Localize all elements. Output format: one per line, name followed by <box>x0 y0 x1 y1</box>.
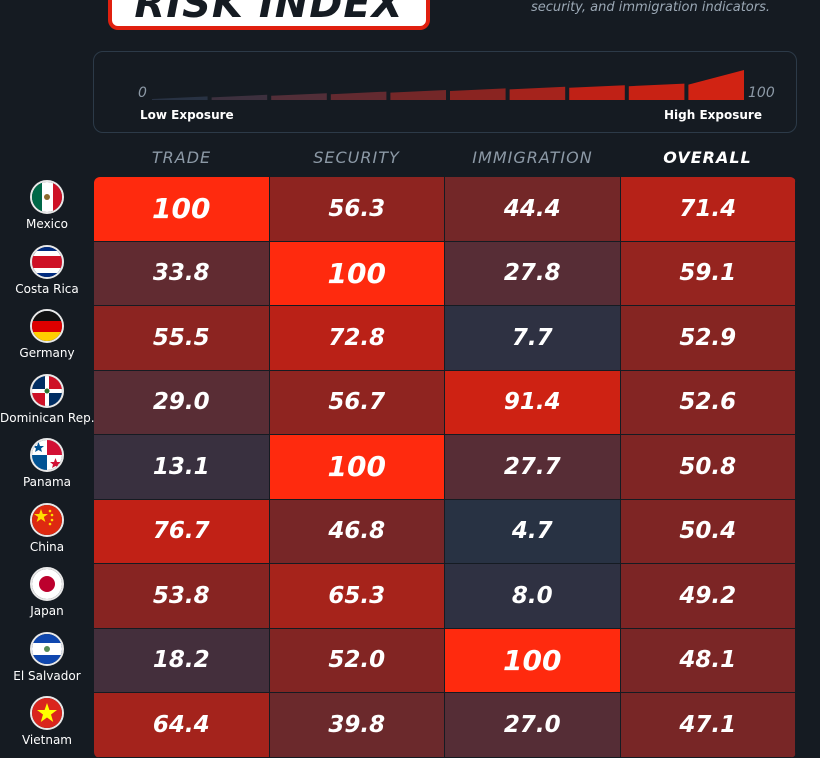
china-flag-icon <box>30 502 64 537</box>
heatmap-cell-security: 39.8 <box>269 693 445 758</box>
table-row: 18.2 52.0 100 48.1 <box>94 628 796 693</box>
mexico-flag-icon <box>30 180 64 214</box>
title-banner: RISK INDEX <box>108 0 430 30</box>
heatmap-cell-trade: 13.1 <box>94 435 270 500</box>
country-label: Japan <box>0 567 94 618</box>
country-label: Germany <box>0 309 94 360</box>
heatmap-cell-trade: 76.7 <box>94 499 270 564</box>
country-name: Japan <box>30 604 64 618</box>
heatmap-cell-security: 100 <box>269 435 445 500</box>
legend-high-label: High Exposure <box>664 108 762 122</box>
legend-segment <box>390 90 446 100</box>
heatmap-cell-security: 46.8 <box>269 499 445 564</box>
table-row: 13.1 100 27.7 50.8 <box>94 435 796 500</box>
vietnam-flag-icon <box>30 696 64 730</box>
heatmap-cell-immigration: 4.7 <box>445 499 621 564</box>
heatmap-cell-security: 56.7 <box>269 370 445 435</box>
heatmap-cell-security: 100 <box>269 241 445 306</box>
el-salvador-flag-icon <box>30 631 64 666</box>
color-scale-legend: 0 100 Low Exposure High Exposure <box>93 51 797 133</box>
country-label: China <box>0 502 94 554</box>
heatmap-cell-immigration: 91.4 <box>445 370 621 435</box>
legend-min-value: 0 <box>138 85 147 101</box>
heatmap-cell-overall: 47.1 <box>620 693 796 758</box>
heatmap-cell-immigration: 27.8 <box>445 241 621 306</box>
table-row: 53.8 65.3 8.0 49.2 <box>94 564 796 629</box>
legend-segment <box>271 93 327 100</box>
heatmap-cell-trade: 18.2 <box>94 628 270 693</box>
heatmap-cell-immigration: 7.7 <box>445 306 621 371</box>
country-name: Panama <box>22 475 72 489</box>
dominican-republic-flag-icon <box>30 373 64 408</box>
panama-flag-icon <box>30 438 64 472</box>
table-row: 100 56.3 44.4 71.4 <box>94 177 796 242</box>
column-header-immigration: IMMIGRATION <box>472 148 593 167</box>
heatmap-cell-overall: 49.2 <box>620 564 796 629</box>
legend-segment <box>628 83 685 100</box>
legend-segment <box>152 96 208 100</box>
heatmap-cell-immigration: 27.7 <box>445 435 621 500</box>
heatmap-cell-immigration: 100 <box>445 628 621 693</box>
legend-max-value: 100 <box>748 85 775 101</box>
legend-segment <box>450 88 506 100</box>
page-subtitle: security, and immigration indicators. <box>530 0 770 15</box>
germany-flag-icon <box>30 309 64 343</box>
country-name: Mexico <box>26 217 68 231</box>
heatmap-cell-security: 72.8 <box>269 306 445 371</box>
table-row: 33.8 100 27.8 59.1 <box>94 241 796 306</box>
country-name: Vietnam <box>21 733 72 747</box>
legend-ramp <box>152 70 744 100</box>
heatmap-cell-trade: 53.8 <box>94 564 270 629</box>
legend-segment <box>688 70 744 100</box>
japan-flag-icon <box>30 567 64 601</box>
country-name: Germany <box>19 346 75 360</box>
heatmap-cell-trade: 55.5 <box>94 306 270 371</box>
country-label: Mexico <box>0 180 94 231</box>
heatmap-cell-trade: 29.0 <box>94 370 270 435</box>
country-label: Costa Rica <box>0 244 94 296</box>
table-row: 55.5 72.8 7.7 52.9 <box>94 306 796 371</box>
legend-segment <box>330 91 387 100</box>
legend-low-label: Low Exposure <box>140 108 234 122</box>
column-header-overall: OVERALL <box>663 148 752 167</box>
heatmap-grid: 100 56.3 44.4 71.4 33.8 100 27.8 59.1 55.5 72.8 7.… <box>94 177 796 758</box>
table-row: 76.7 46.8 4.7 50.4 <box>94 499 796 564</box>
country-label: Vietnam <box>0 696 94 747</box>
country-name: Costa Rica <box>15 281 79 296</box>
legend-segment <box>509 86 566 100</box>
heatmap-cell-security: 65.3 <box>269 564 445 629</box>
heatmap-cell-security: 56.3 <box>269 177 445 242</box>
heatmap-cell-overall: 48.1 <box>620 628 796 693</box>
heatmap-cell-trade: 33.8 <box>94 241 270 306</box>
heatmap-cell-overall: 50.8 <box>620 435 796 500</box>
heatmap-cell-immigration: 8.0 <box>445 564 621 629</box>
table-row: 29.0 56.7 91.4 52.6 <box>94 370 796 435</box>
heatmap-cell-trade: 64.4 <box>94 693 270 758</box>
heatmap-cell-trade: 100 <box>94 177 270 242</box>
column-header-trade: TRADE <box>151 148 212 167</box>
country-label: El Salvador <box>0 631 94 683</box>
heatmap-cell-overall: 52.9 <box>620 306 796 371</box>
heatmap-cell-overall: 71.4 <box>620 177 796 242</box>
page-title: RISK INDEX <box>134 0 404 27</box>
country-name: Dominican Rep. <box>0 410 95 425</box>
heatmap-cell-security: 52.0 <box>269 628 445 693</box>
heatmap-cell-immigration: 44.4 <box>445 177 621 242</box>
country-name: El Salvador <box>13 668 81 683</box>
legend-segment <box>569 85 625 100</box>
costa-rica-flag-icon <box>30 244 64 279</box>
country-label: Dominican Rep. <box>0 373 95 425</box>
heatmap-cell-overall: 52.6 <box>620 370 796 435</box>
legend-segment <box>211 94 268 100</box>
table-row: 64.4 39.8 27.0 47.1 <box>94 693 796 758</box>
country-label: Panama <box>0 438 94 489</box>
heatmap-cell-overall: 50.4 <box>620 499 796 564</box>
column-header-security: SECURITY <box>313 148 400 167</box>
country-name: China <box>29 539 65 554</box>
heatmap-cell-overall: 59.1 <box>620 241 796 306</box>
heatmap-cell-immigration: 27.0 <box>445 693 621 758</box>
